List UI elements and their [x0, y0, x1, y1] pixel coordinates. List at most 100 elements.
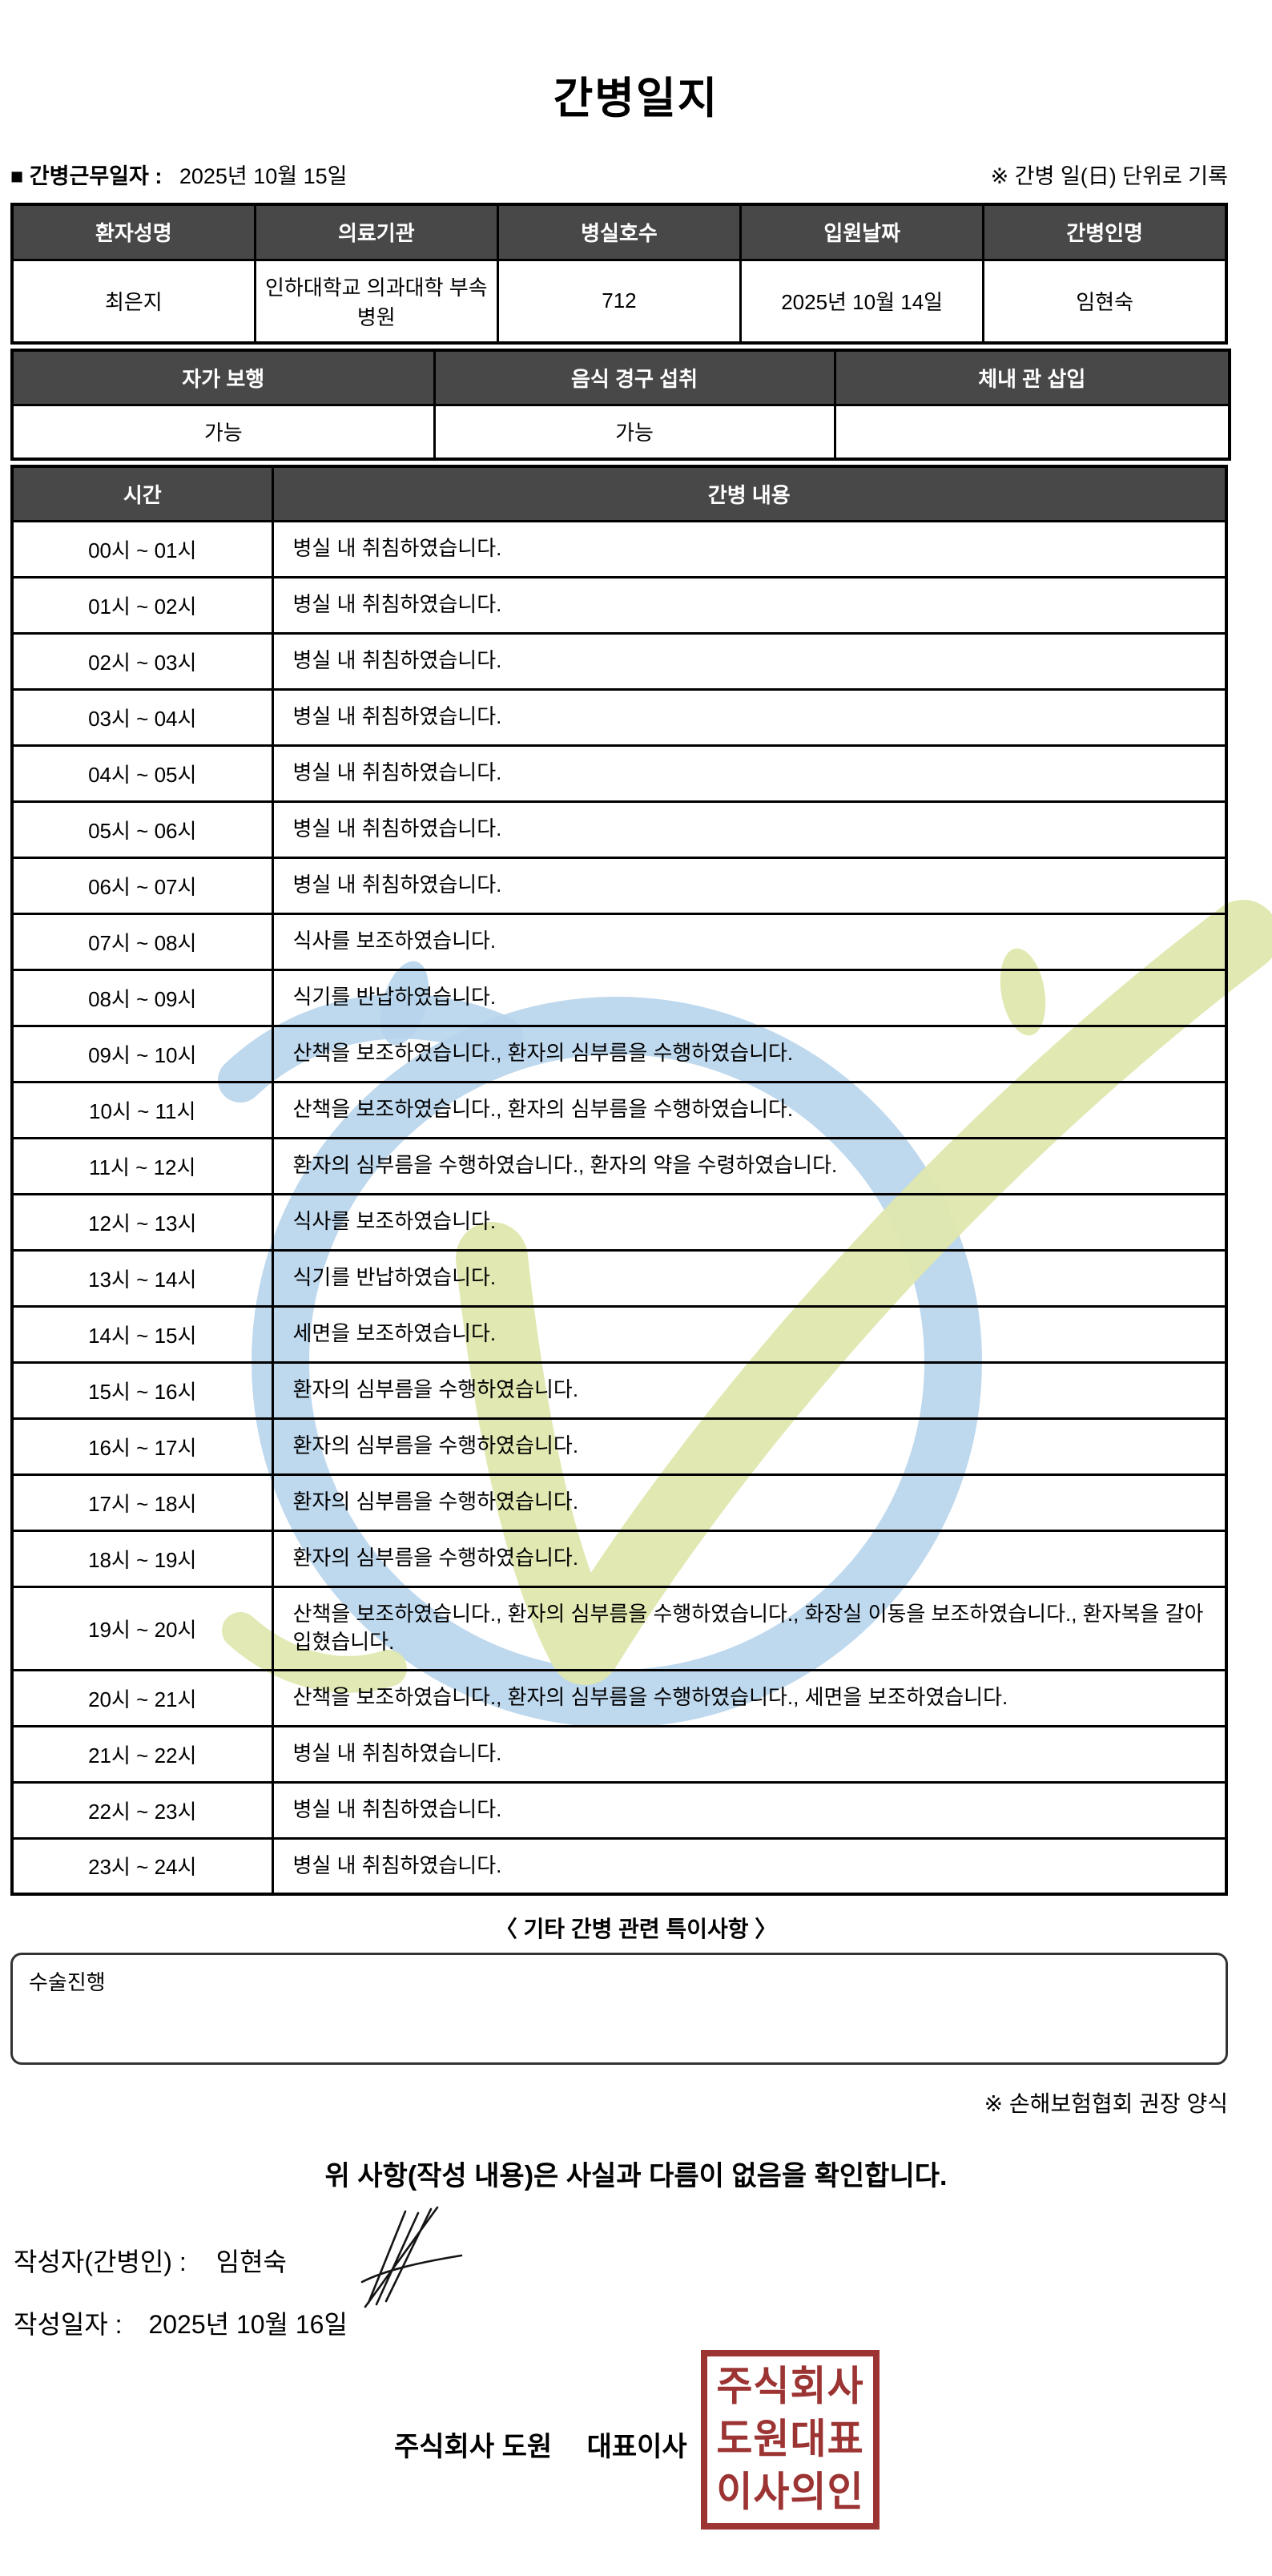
company-line: 주식회사 도원 대표이사 [394, 2425, 687, 2464]
time-cell: 20시 ~ 21시 [10, 1668, 274, 1727]
form-recommendation-note: ※ 손해보험협회 권장 양식 [984, 2091, 1228, 2116]
care-content-cell: 병실 내 취침하였습니다. [271, 519, 1228, 578]
meta-row: ■ 간병근무일자 : 2025년 10월 15일 ※ 간병 일(日) 단위로 기… [10, 159, 1228, 190]
care-content-cell: 환자의 심부름을 수행하였습니다. [271, 1529, 1228, 1588]
care-row-04: 04시 ~ 05시 병실 내 취침하였습니다. [10, 744, 1228, 803]
time-cell: 09시 ~ 10시 [10, 1024, 274, 1083]
time-cell: 10시 ~ 11시 [10, 1080, 274, 1139]
care-row-21: 21시 ~ 22시 병실 내 취침하였습니다. [10, 1724, 1228, 1784]
time-cell: 19시 ~ 20시 [10, 1585, 274, 1671]
care-content-cell: 식사를 보조하였습니다. [271, 912, 1228, 971]
care-content-cell: 환자의 심부름을 수행하였습니다. [271, 1361, 1228, 1420]
care-content-cell: 환자의 심부름을 수행하였습니다. [271, 1417, 1228, 1476]
admission-date-value: 2025년 10월 14일 [739, 258, 985, 345]
care-work-date-value: 2025년 10월 15일 [179, 164, 348, 188]
care-content-cell: 병실 내 취침하였습니다. [271, 1836, 1228, 1896]
signature-icon [360, 2206, 463, 2308]
time-cell: 17시 ~ 18시 [10, 1473, 274, 1532]
time-cell: 16시 ~ 17시 [10, 1417, 274, 1476]
care-row-14: 14시 ~ 15시 세면을 보조하였습니다. [10, 1304, 1228, 1364]
care-row-18: 18시 ~ 19시 환자의 심부름을 수행하였습니다. [10, 1529, 1228, 1588]
care-table-header-row: 시간 간병 내용 [10, 465, 1228, 522]
col-header-self-walking: 자가 보행 [10, 349, 436, 406]
self-walking-value: 가능 [10, 403, 436, 461]
care-row-08: 08시 ~ 09시 식기를 반납하였습니다. [10, 968, 1228, 1027]
time-cell: 11시 ~ 12시 [10, 1136, 274, 1195]
special-notes-box: 수술진행 [10, 1953, 1228, 2065]
time-cell: 18시 ~ 19시 [10, 1529, 274, 1588]
time-cell: 07시 ~ 08시 [10, 912, 274, 971]
time-cell: 15시 ~ 16시 [10, 1361, 274, 1420]
col-header-internal-tube: 체내 관 삽입 [833, 349, 1231, 406]
care-content-cell: 병실 내 취침하였습니다. [271, 856, 1228, 915]
time-cell: 05시 ~ 06시 [10, 800, 274, 859]
time-cell: 14시 ~ 15시 [10, 1304, 274, 1364]
time-cell: 06시 ~ 07시 [10, 856, 274, 915]
time-cell: 12시 ~ 13시 [10, 1192, 274, 1252]
stamp-text-line1: 주식회사 [716, 2364, 864, 2410]
patient-table-value-row: 최은지 인하대학교 의과대학 부속병원 712 2025년 10월 14일 임현… [10, 258, 1228, 345]
time-cell: 23시 ~ 24시 [10, 1836, 274, 1896]
care-content-cell: 병실 내 취침하였습니다. [271, 744, 1228, 803]
care-row-15: 15시 ~ 16시 환자의 심부름을 수행하였습니다. [10, 1361, 1228, 1420]
ceo-label: 대표이사 [586, 2432, 687, 2462]
care-row-07: 07시 ~ 08시 식사를 보조하였습니다. [10, 912, 1228, 971]
room-number-value: 712 [496, 258, 743, 345]
writer-line: 작성자(간병인) : 임현숙 [14, 2242, 287, 2279]
care-row-11: 11시 ~ 12시 환자의 심부름을 수행하였습니다., 환자의 약을 수령하였습… [10, 1136, 1228, 1195]
patient-name-value: 최은지 [10, 258, 256, 345]
care-row-16: 16시 ~ 17시 환자의 심부름을 수행하였습니다. [10, 1417, 1228, 1476]
care-content-cell: 식기를 반납하였습니다. [271, 1248, 1228, 1308]
time-cell: 22시 ~ 23시 [10, 1780, 274, 1840]
care-row-10: 10시 ~ 11시 산책을 보조하였습니다., 환자의 심부름을 수행하였습니다. [10, 1080, 1228, 1139]
time-cell: 21시 ~ 22시 [10, 1724, 274, 1784]
care-content-cell: 산책을 보조하였습니다., 환자의 심부름을 수행하였습니다. [271, 1024, 1228, 1083]
care-row-02: 02시 ~ 03시 병실 내 취침하였습니다. [10, 631, 1228, 691]
care-content-cell: 세면을 보조하였습니다. [271, 1304, 1228, 1364]
time-cell: 03시 ~ 04시 [10, 687, 274, 747]
col-header-time: 시간 [10, 465, 274, 522]
unit-note: ※ 간병 일(日) 단위로 기록 [990, 164, 1228, 188]
col-header-caregiver-name: 간병인명 [982, 203, 1228, 261]
special-notes-heading: 〈 기타 간병 관련 특이사항 〉 [494, 1917, 778, 1941]
care-content-cell: 병실 내 취침하였습니다. [271, 687, 1228, 747]
confirmation-statement: 위 사항(작성 내용)은 사실과 다름이 없음을 확인합니다. [324, 2161, 948, 2191]
care-row-05: 05시 ~ 06시 병실 내 취침하였습니다. [10, 800, 1228, 859]
patient-table-header-row: 환자성명 의료기관 병실호수 입원날짜 간병인명 [10, 203, 1228, 261]
col-header-medical-institution: 의료기관 [253, 203, 499, 261]
care-row-20: 20시 ~ 21시 산책을 보조하였습니다., 환자의 심부름을 수행하였습니다.… [10, 1668, 1228, 1727]
time-cell: 04시 ~ 05시 [10, 744, 274, 803]
care-content-cell: 병실 내 취침하였습니다. [271, 631, 1228, 691]
time-cell: 13시 ~ 14시 [10, 1248, 274, 1308]
patient-info-table: 환자성명 의료기관 병실호수 입원날짜 간병인명 최은지 인하대학교 의과대학 … [10, 203, 1228, 345]
care-content-cell: 산책을 보조하였습니다., 환자의 심부름을 수행하였습니다., 세면을 보조하… [271, 1668, 1228, 1727]
care-row-23: 23시 ~ 24시 병실 내 취침하였습니다. [10, 1836, 1228, 1896]
stamp-text-line3: 이사의인 [716, 2469, 864, 2516]
care-content-cell: 식사를 보조하였습니다. [271, 1192, 1228, 1252]
care-row-17: 17시 ~ 18시 환자의 심부름을 수행하였습니다. [10, 1473, 1228, 1532]
special-notes-content: 수술진행 [29, 1970, 106, 1994]
care-row-00: 00시 ~ 01시 병실 내 취침하였습니다. [10, 519, 1228, 578]
time-cell: 00시 ~ 01시 [10, 519, 274, 578]
company-name: 주식회사 도원 [394, 2432, 553, 2462]
care-row-01: 01시 ~ 02시 병실 내 취침하였습니다. [10, 575, 1228, 635]
time-cell: 08시 ~ 09시 [10, 968, 274, 1027]
care-row-22: 22시 ~ 23시 병실 내 취침하였습니다. [10, 1780, 1228, 1840]
care-content-cell: 환자의 심부름을 수행하였습니다., 환자의 약을 수령하였습니다. [271, 1136, 1228, 1195]
care-content-cell: 식기를 반납하였습니다. [271, 968, 1228, 1027]
care-row-03: 03시 ~ 04시 병실 내 취침하였습니다. [10, 687, 1228, 747]
hourly-care-log-table: 시간 간병 내용 00시 ~ 01시 병실 내 취침하였습니다. 01시 ~ 02… [10, 465, 1228, 1896]
page-title: 간병일지 [553, 75, 719, 123]
col-header-admission-date: 입원날짜 [739, 203, 985, 261]
medical-institution-value: 인하대학교 의과대학 부속병원 [253, 258, 499, 345]
col-header-oral-intake: 음식 경구 섭취 [433, 349, 836, 406]
care-row-09: 09시 ~ 10시 산책을 보조하였습니다., 환자의 심부름을 수행하였습니다. [10, 1024, 1228, 1083]
care-content-cell: 산책을 보조하였습니다., 환자의 심부름을 수행하였습니다., 화장실 이동을… [271, 1585, 1228, 1671]
corporate-seal-stamp: 주식회사 도원대표 이사의인 [701, 2350, 880, 2530]
care-content-cell: 병실 내 취침하였습니다. [271, 1780, 1228, 1840]
writer-label: 작성자(간병인) : [14, 2247, 187, 2276]
caregiver-name-value: 임현숙 [982, 258, 1228, 345]
care-content-cell: 병실 내 취침하였습니다. [271, 800, 1228, 859]
written-date-label: 작성일자 : [14, 2310, 123, 2339]
care-row-13: 13시 ~ 14시 식기를 반납하였습니다. [10, 1248, 1228, 1308]
